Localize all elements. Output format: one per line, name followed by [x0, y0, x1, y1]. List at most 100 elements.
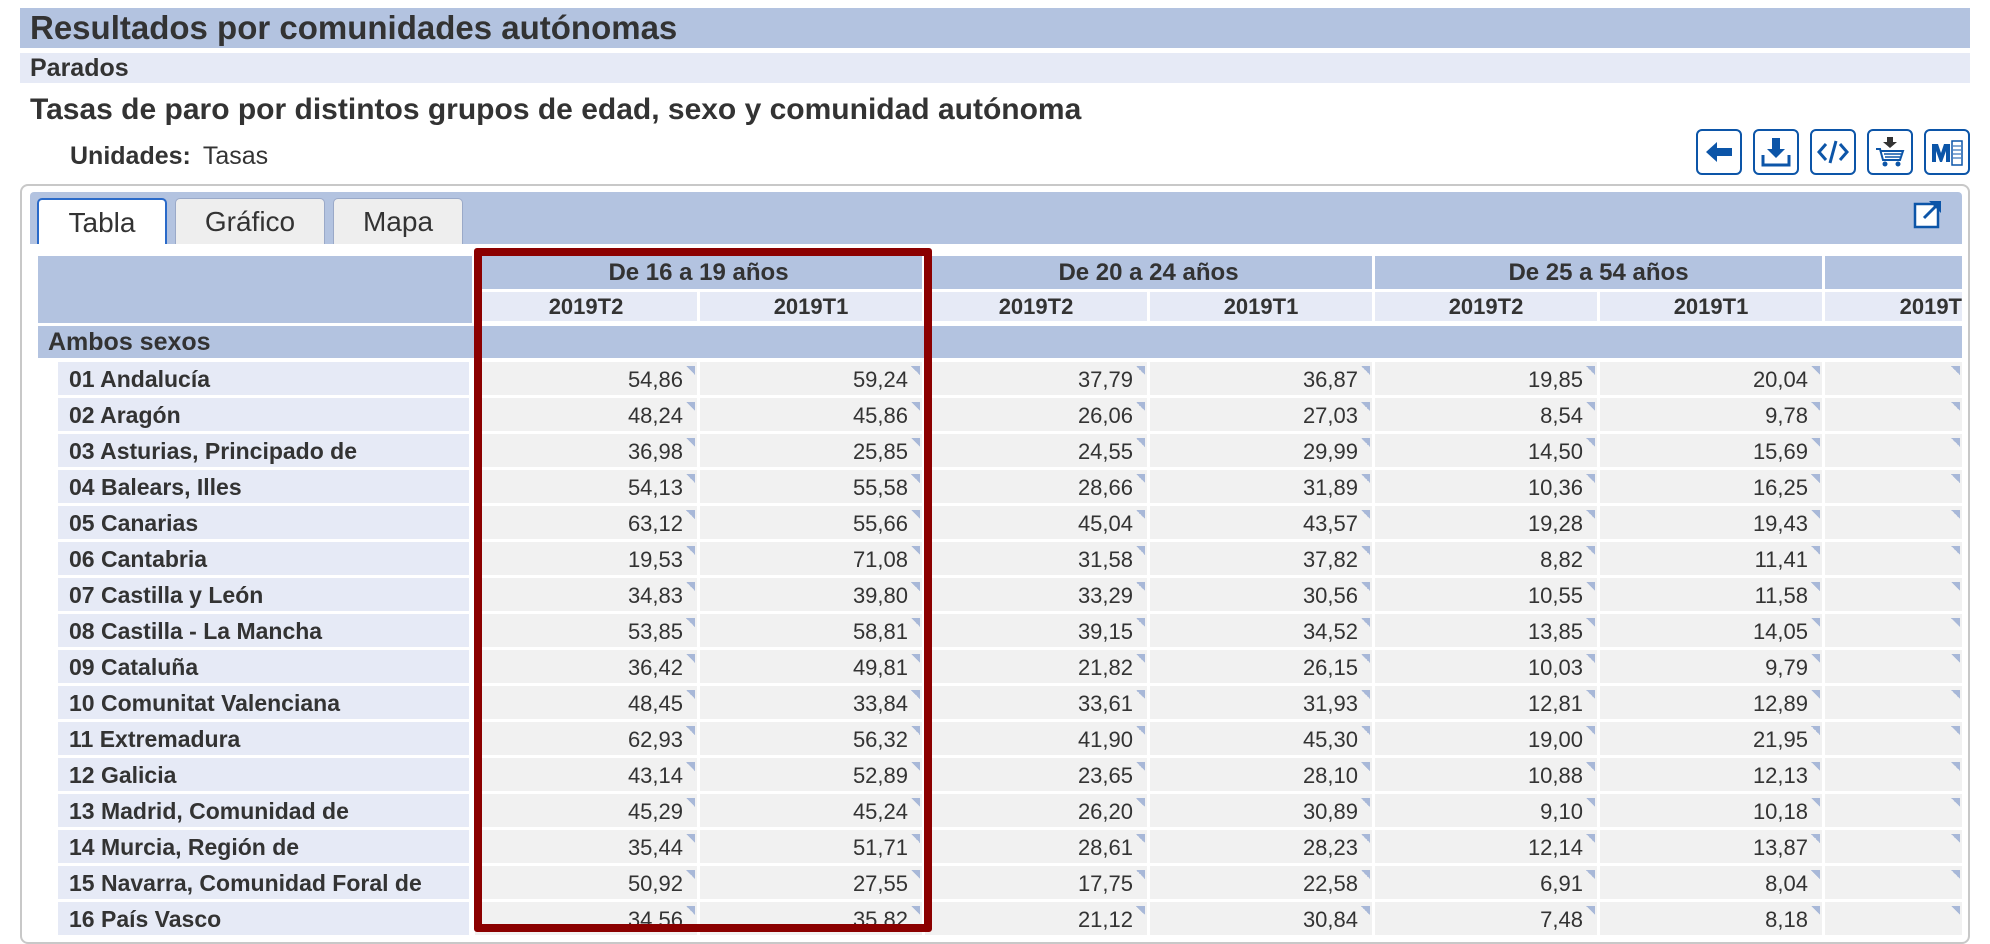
- table-cell[interactable]: 33,84: [700, 686, 922, 719]
- table-cell[interactable]: 19,00: [1375, 722, 1597, 755]
- table-cell[interactable]: 14,50: [1375, 434, 1597, 467]
- table-cell[interactable]: 12,14: [1375, 830, 1597, 863]
- table-cell[interactable]: 12,81: [1375, 686, 1597, 719]
- tab-mapa[interactable]: Mapa: [333, 198, 463, 244]
- table-cell[interactable]: 28,23: [1150, 830, 1372, 863]
- table-cell[interactable]: 34,83: [475, 578, 697, 611]
- table-cell[interactable]: 20,04: [1600, 362, 1822, 395]
- download-button[interactable]: [1753, 129, 1799, 175]
- table-cell[interactable]: 59,24: [700, 362, 922, 395]
- table-cell[interactable]: 45,30: [1150, 722, 1372, 755]
- table-cell[interactable]: 30,56: [1150, 578, 1372, 611]
- tab-grafico[interactable]: Gráfico: [175, 198, 325, 244]
- table-cell[interactable]: 10,03: [1375, 650, 1597, 683]
- table-cell[interactable]: 9,78: [1600, 398, 1822, 431]
- tab-tabla[interactable]: Tabla: [37, 198, 167, 244]
- table-cell[interactable]: 10,18: [1600, 794, 1822, 827]
- table-cell[interactable]: 21,95: [1600, 722, 1822, 755]
- table-cell[interactable]: 37,79: [925, 362, 1147, 395]
- table-cell[interactable]: 25,85: [700, 434, 922, 467]
- table-cell[interactable]: 30,89: [1150, 794, 1372, 827]
- add-to-cart-button[interactable]: [1867, 129, 1913, 175]
- table-cell[interactable]: 19,43: [1600, 506, 1822, 539]
- table-cell[interactable]: 12,89: [1600, 686, 1822, 719]
- table-cell[interactable]: 31,93: [1150, 686, 1372, 719]
- table-cell[interactable]: 9,10: [1375, 794, 1597, 827]
- table-cell[interactable]: 43,57: [1150, 506, 1372, 539]
- table-cell[interactable]: 10,88: [1375, 758, 1597, 791]
- table-cell[interactable]: 12,13: [1600, 758, 1822, 791]
- table-cell[interactable]: 41,90: [925, 722, 1147, 755]
- table-cell[interactable]: 30,84: [1150, 902, 1372, 935]
- table-cell[interactable]: 15,69: [1600, 434, 1822, 467]
- table-cell[interactable]: 43,14: [475, 758, 697, 791]
- table-cell[interactable]: 33,29: [925, 578, 1147, 611]
- table-cell[interactable]: 39,15: [925, 614, 1147, 647]
- table-cell[interactable]: 35,82: [700, 902, 922, 935]
- table-cell[interactable]: 33,61: [925, 686, 1147, 719]
- table-cell[interactable]: 19,53: [475, 542, 697, 575]
- table-cell[interactable]: 9,79: [1600, 650, 1822, 683]
- table-cell[interactable]: 28,66: [925, 470, 1147, 503]
- table-cell[interactable]: 27,03: [1150, 398, 1372, 431]
- table-cell[interactable]: 13,85: [1375, 614, 1597, 647]
- table-cell[interactable]: 54,13: [475, 470, 697, 503]
- table-cell[interactable]: 49,81: [700, 650, 922, 683]
- table-cell[interactable]: 8,04: [1600, 866, 1822, 899]
- table-cell[interactable]: 34,52: [1150, 614, 1372, 647]
- table-cell[interactable]: 28,61: [925, 830, 1147, 863]
- table-cell[interactable]: 62,93: [475, 722, 697, 755]
- my-tables-button[interactable]: [1924, 129, 1970, 175]
- table-cell[interactable]: 23,65: [925, 758, 1147, 791]
- table-cell[interactable]: 8,18: [1600, 902, 1822, 935]
- table-cell[interactable]: 11,58: [1600, 578, 1822, 611]
- table-cell[interactable]: 22,58: [1150, 866, 1372, 899]
- table-cell[interactable]: 21,82: [925, 650, 1147, 683]
- table-cell[interactable]: 27,55: [700, 866, 922, 899]
- table-cell[interactable]: 35,44: [475, 830, 697, 863]
- table-cell[interactable]: 7,48: [1375, 902, 1597, 935]
- table-cell[interactable]: 13,87: [1600, 830, 1822, 863]
- open-new-window-icon[interactable]: [1912, 198, 1944, 230]
- table-cell[interactable]: 36,98: [475, 434, 697, 467]
- table-cell[interactable]: 31,89: [1150, 470, 1372, 503]
- table-cell[interactable]: 36,87: [1150, 362, 1372, 395]
- table-cell[interactable]: 24,55: [925, 434, 1147, 467]
- table-cell[interactable]: 55,66: [700, 506, 922, 539]
- table-cell[interactable]: 53,85: [475, 614, 697, 647]
- table-cell[interactable]: 17,75: [925, 866, 1147, 899]
- table-cell[interactable]: 26,20: [925, 794, 1147, 827]
- table-cell[interactable]: 19,28: [1375, 506, 1597, 539]
- table-cell[interactable]: 45,86: [700, 398, 922, 431]
- table-cell[interactable]: 31,58: [925, 542, 1147, 575]
- table-cell[interactable]: 37,82: [1150, 542, 1372, 575]
- table-cell[interactable]: 45,04: [925, 506, 1147, 539]
- table-cell[interactable]: 36,42: [475, 650, 697, 683]
- table-cell[interactable]: 6,91: [1375, 866, 1597, 899]
- table-cell[interactable]: 50,92: [475, 866, 697, 899]
- table-cell[interactable]: 8,82: [1375, 542, 1597, 575]
- table-cell[interactable]: 45,24: [700, 794, 922, 827]
- table-cell[interactable]: 39,80: [700, 578, 922, 611]
- table-cell[interactable]: 48,45: [475, 686, 697, 719]
- table-cell[interactable]: 21,12: [925, 902, 1147, 935]
- table-cell[interactable]: 52,89: [700, 758, 922, 791]
- table-cell[interactable]: 55,58: [700, 470, 922, 503]
- table-cell[interactable]: 58,81: [700, 614, 922, 647]
- table-cell[interactable]: 29,99: [1150, 434, 1372, 467]
- table-cell[interactable]: 11,41: [1600, 542, 1822, 575]
- table-cell[interactable]: 28,10: [1150, 758, 1372, 791]
- table-cell[interactable]: 54,86: [475, 362, 697, 395]
- back-button[interactable]: [1696, 129, 1742, 175]
- table-cell[interactable]: 19,85: [1375, 362, 1597, 395]
- embed-code-button[interactable]: [1810, 129, 1856, 175]
- table-cell[interactable]: 45,29: [475, 794, 697, 827]
- table-cell[interactable]: 26,15: [1150, 650, 1372, 683]
- table-cell[interactable]: 8,54: [1375, 398, 1597, 431]
- table-cell[interactable]: 16,25: [1600, 470, 1822, 503]
- table-cell[interactable]: 10,55: [1375, 578, 1597, 611]
- table-cell[interactable]: 26,06: [925, 398, 1147, 431]
- table-cell[interactable]: 63,12: [475, 506, 697, 539]
- table-cell[interactable]: 48,24: [475, 398, 697, 431]
- table-cell[interactable]: 51,71: [700, 830, 922, 863]
